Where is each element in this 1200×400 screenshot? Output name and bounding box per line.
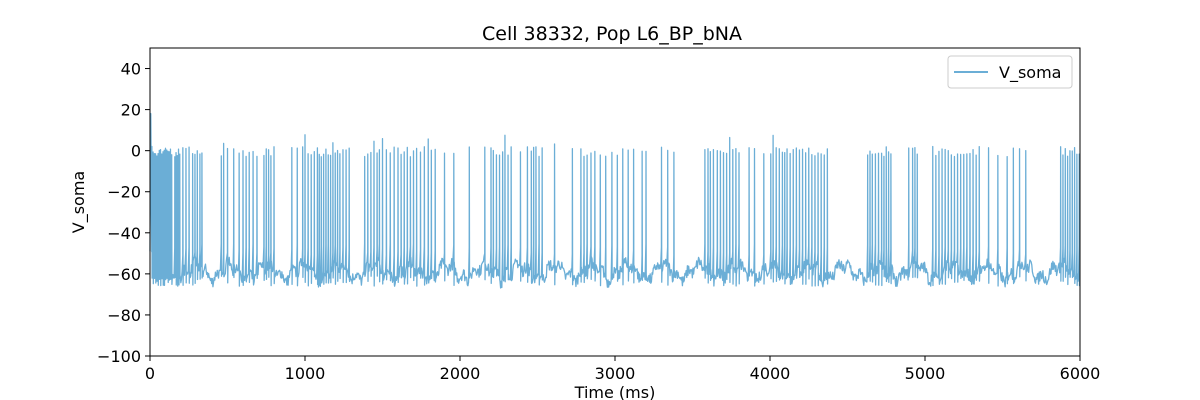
y-tick-label: −60 [107, 265, 141, 284]
legend-label-v-soma: V_soma [999, 63, 1061, 83]
y-tick-label: −20 [107, 183, 141, 202]
plot-area [149, 113, 1081, 289]
y-axis: −100 −80 −60 −40 −20 0 20 40 [97, 60, 150, 366]
y-tick-label: −80 [107, 306, 141, 325]
x-tick-label: 5000 [905, 364, 946, 383]
legend: V_soma [947, 55, 1073, 89]
y-tick-label: −100 [97, 347, 141, 366]
x-tick-label: 1000 [285, 364, 326, 383]
x-axis-label: Time (ms) [574, 383, 656, 400]
y-tick-label: 20 [121, 101, 141, 120]
plot-frame [149, 47, 1081, 357]
x-axis: 0 1000 2000 3000 4000 5000 6000 [145, 356, 1100, 383]
y-tick-label: −40 [107, 224, 141, 243]
x-tick-label: 4000 [750, 364, 791, 383]
legend-box [947, 55, 1073, 89]
chart-title: Cell 38332, Pop L6_BP_bNA [482, 23, 742, 45]
y-tick-label: 40 [121, 60, 141, 79]
x-tick-label: 2000 [440, 364, 481, 383]
y-axis-label: V_soma [69, 171, 89, 233]
x-tick-label: 6000 [1060, 364, 1101, 383]
series-line-v-soma [149, 113, 1081, 289]
x-tick-label: 3000 [595, 364, 636, 383]
y-tick-label: 0 [131, 142, 141, 161]
x-tick-label: 0 [145, 364, 155, 383]
